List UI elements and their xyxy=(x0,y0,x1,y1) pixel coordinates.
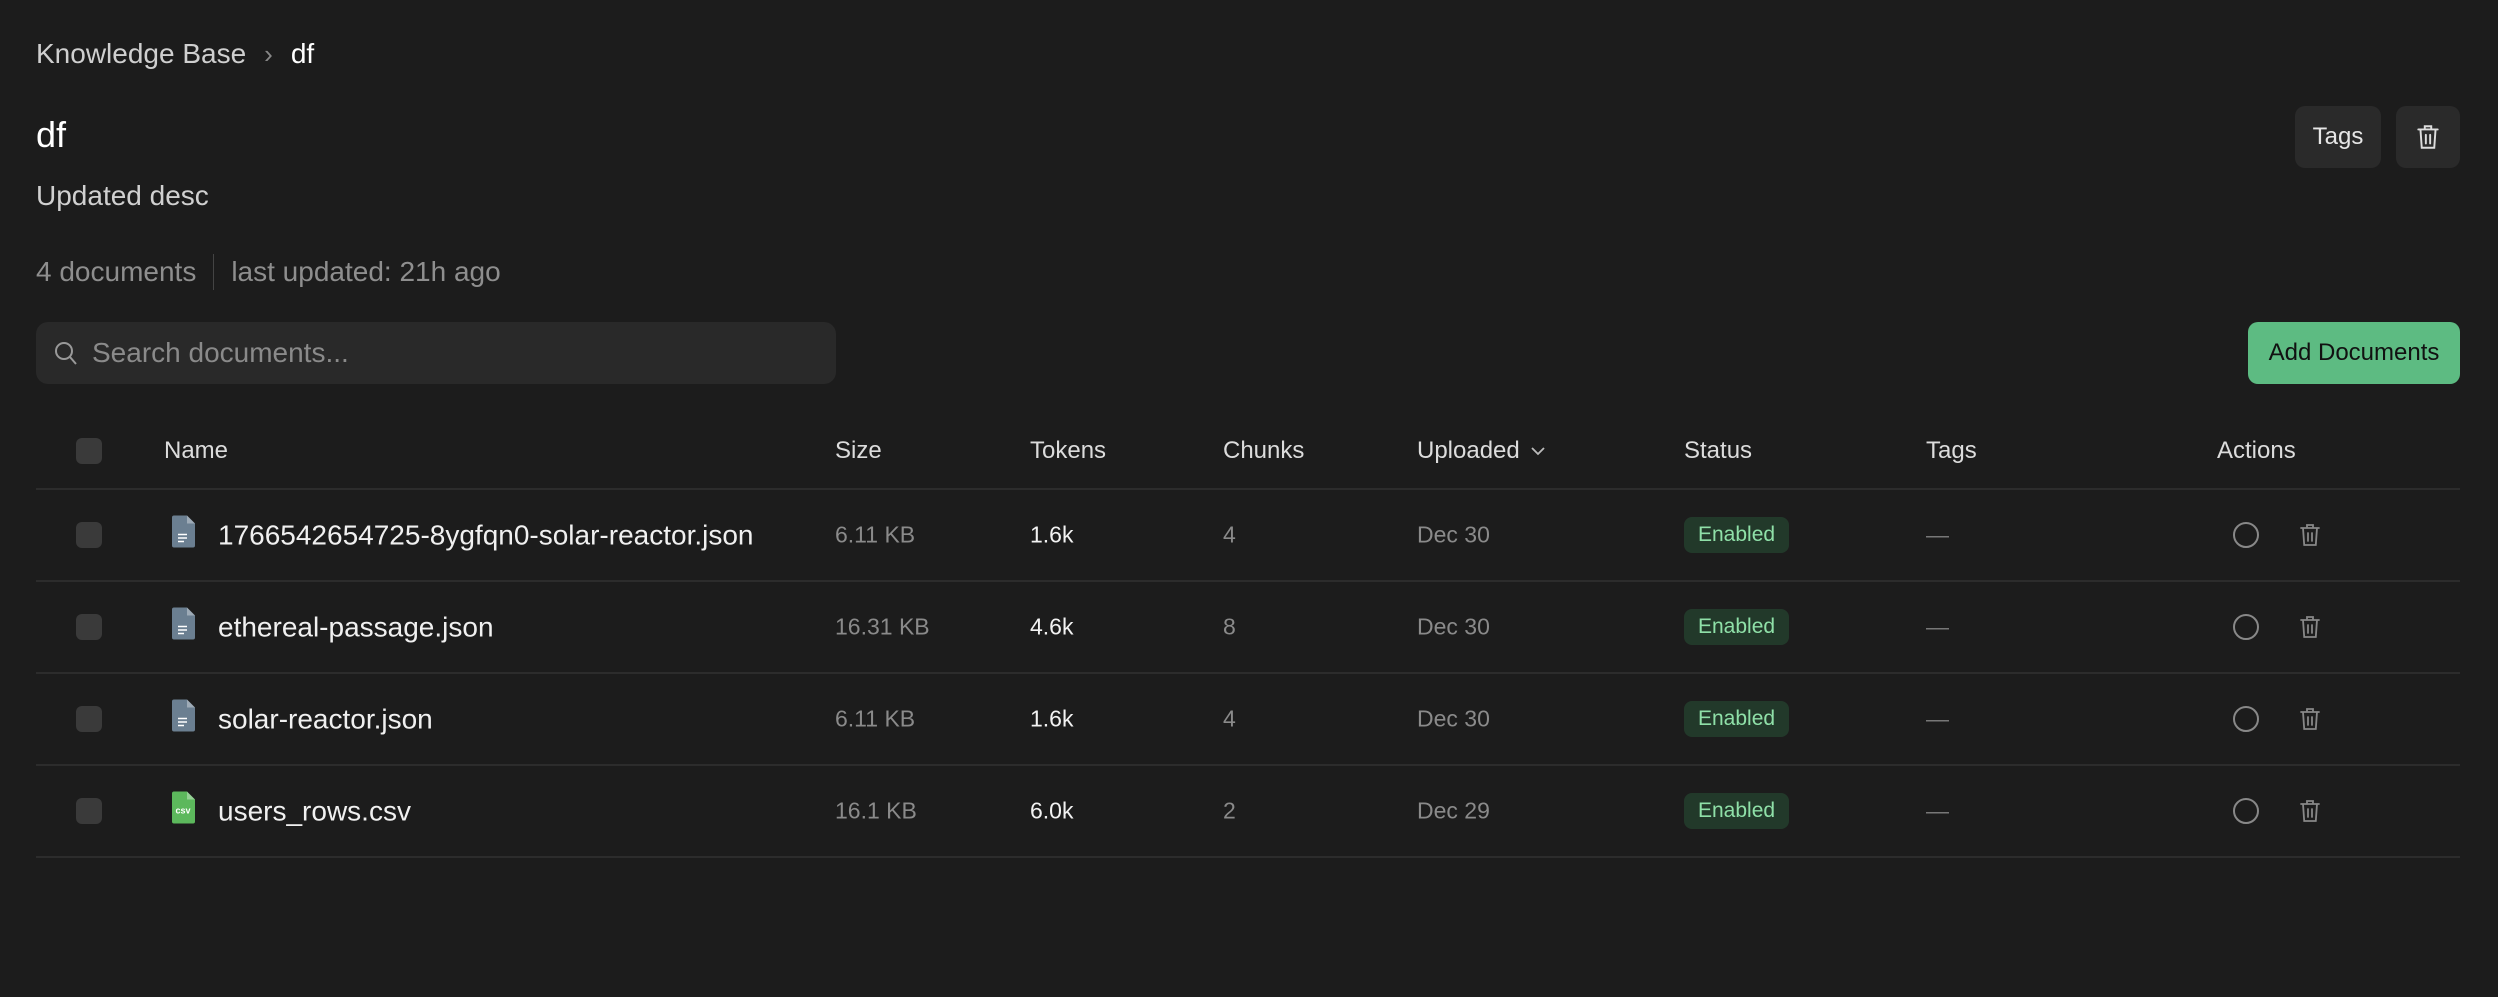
column-uploaded[interactable]: Uploaded xyxy=(1417,437,1546,465)
column-actions: Actions xyxy=(2217,437,2296,464)
document-name[interactable]: 1766542654725-8ygfqn0-solar-reactor.json xyxy=(218,519,754,550)
document-tokens: 1.6k xyxy=(1030,705,1074,732)
document-tokens: 6.0k xyxy=(1030,797,1074,824)
table-row[interactable]: ethereal-passage.json 16.31 KB 4.6k 8 De… xyxy=(36,582,2460,674)
document-uploaded: Dec 29 xyxy=(1417,797,1490,824)
add-documents-button[interactable]: Add Documents xyxy=(2248,322,2460,384)
document-chunks: 2 xyxy=(1223,797,1236,824)
document-uploaded: Dec 30 xyxy=(1417,521,1490,548)
toggle-circle-icon[interactable] xyxy=(2232,521,2260,549)
document-name[interactable]: solar-reactor.json xyxy=(218,703,433,734)
document-size: 16.1 KB xyxy=(835,797,917,824)
document-chunks: 4 xyxy=(1223,521,1236,548)
document-tokens: 4.6k xyxy=(1030,613,1074,640)
document-size: 16.31 KB xyxy=(835,613,930,640)
document-tags: — xyxy=(1926,613,1949,640)
document-count: 4 documents xyxy=(36,256,197,287)
column-status[interactable]: Status xyxy=(1684,437,1753,464)
status-badge: Enabled xyxy=(1684,517,1790,553)
column-tokens[interactable]: Tokens xyxy=(1030,437,1107,464)
search-input[interactable] xyxy=(90,336,794,370)
table-row[interactable]: csv users_rows.csv 16.1 KB 6.0k 2 Dec 29… xyxy=(36,766,2460,858)
document-uploaded: Dec 30 xyxy=(1417,613,1490,640)
json-file-icon xyxy=(170,699,196,740)
row-checkbox[interactable] xyxy=(76,706,102,732)
breadcrumb-knowledge-base[interactable]: Knowledge Base xyxy=(36,38,247,69)
row-actions xyxy=(2232,521,2322,549)
column-name[interactable]: Name xyxy=(164,437,229,464)
search-box[interactable] xyxy=(36,322,836,384)
documents-table: Name Size Tokens Chunks Uploaded Status … xyxy=(36,414,2460,858)
column-tags: Tags xyxy=(1926,437,1977,464)
chevron-down-icon xyxy=(1531,447,1545,456)
document-name-cell[interactable]: 1766542654725-8ygfqn0-solar-reactor.json xyxy=(170,515,754,556)
csv-file-icon: csv xyxy=(170,791,196,832)
row-actions xyxy=(2232,705,2322,733)
breadcrumb-current: df xyxy=(290,38,315,69)
svg-text:csv: csv xyxy=(175,806,190,816)
last-updated: last updated: 21h ago xyxy=(231,256,501,287)
document-tags: — xyxy=(1926,521,1949,548)
trash-icon[interactable] xyxy=(2298,613,2322,641)
toggle-circle-icon[interactable] xyxy=(2232,797,2260,825)
tags-button[interactable]: Tags xyxy=(2295,106,2381,168)
toggle-circle-icon[interactable] xyxy=(2232,705,2260,733)
table-header: Name Size Tokens Chunks Uploaded Status … xyxy=(36,414,2460,490)
kb-meta: 4 documents last updated: 21h ago xyxy=(36,254,501,290)
document-size: 6.11 KB xyxy=(835,521,916,548)
toggle-circle-icon[interactable] xyxy=(2232,613,2260,641)
document-tags: — xyxy=(1926,705,1949,732)
table-row[interactable]: solar-reactor.json 6.11 KB 1.6k 4 Dec 30… xyxy=(36,674,2460,766)
breadcrumb: Knowledge Base › df xyxy=(36,38,314,70)
row-checkbox[interactable] xyxy=(76,614,102,640)
row-checkbox[interactable] xyxy=(76,798,102,824)
row-actions xyxy=(2232,797,2322,825)
divider xyxy=(213,254,215,290)
trash-icon[interactable] xyxy=(2298,797,2322,825)
status-badge: Enabled xyxy=(1684,609,1790,645)
document-name[interactable]: ethereal-passage.json xyxy=(218,611,494,642)
document-name[interactable]: users_rows.csv xyxy=(218,795,411,826)
document-tags: — xyxy=(1926,797,1949,824)
page-title: df xyxy=(36,114,67,155)
page-description: Updated desc xyxy=(36,180,209,211)
select-all-checkbox[interactable] xyxy=(76,438,102,464)
json-file-icon xyxy=(170,607,196,648)
column-uploaded-label: Uploaded xyxy=(1417,437,1520,464)
json-file-icon xyxy=(170,515,196,556)
trash-icon xyxy=(2417,125,2439,149)
chevron-right-icon: › xyxy=(264,38,273,69)
trash-icon[interactable] xyxy=(2298,705,2322,733)
column-size[interactable]: Size xyxy=(835,437,882,464)
document-chunks: 8 xyxy=(1223,613,1236,640)
status-badge: Enabled xyxy=(1684,793,1790,829)
trash-icon[interactable] xyxy=(2298,521,2322,549)
document-uploaded: Dec 30 xyxy=(1417,705,1490,732)
column-chunks[interactable]: Chunks xyxy=(1223,437,1305,464)
document-tokens: 1.6k xyxy=(1030,521,1074,548)
search-icon xyxy=(55,342,77,365)
document-chunks: 4 xyxy=(1223,705,1236,732)
document-name-cell[interactable]: solar-reactor.json xyxy=(170,699,433,740)
table-row[interactable]: 1766542654725-8ygfqn0-solar-reactor.json… xyxy=(36,490,2460,582)
row-actions xyxy=(2232,613,2322,641)
row-checkbox[interactable] xyxy=(76,522,102,548)
status-badge: Enabled xyxy=(1684,701,1790,737)
delete-kb-button[interactable] xyxy=(2396,106,2460,168)
document-name-cell[interactable]: ethereal-passage.json xyxy=(170,607,494,648)
document-size: 6.11 KB xyxy=(835,705,916,732)
document-name-cell[interactable]: csv users_rows.csv xyxy=(170,791,411,832)
